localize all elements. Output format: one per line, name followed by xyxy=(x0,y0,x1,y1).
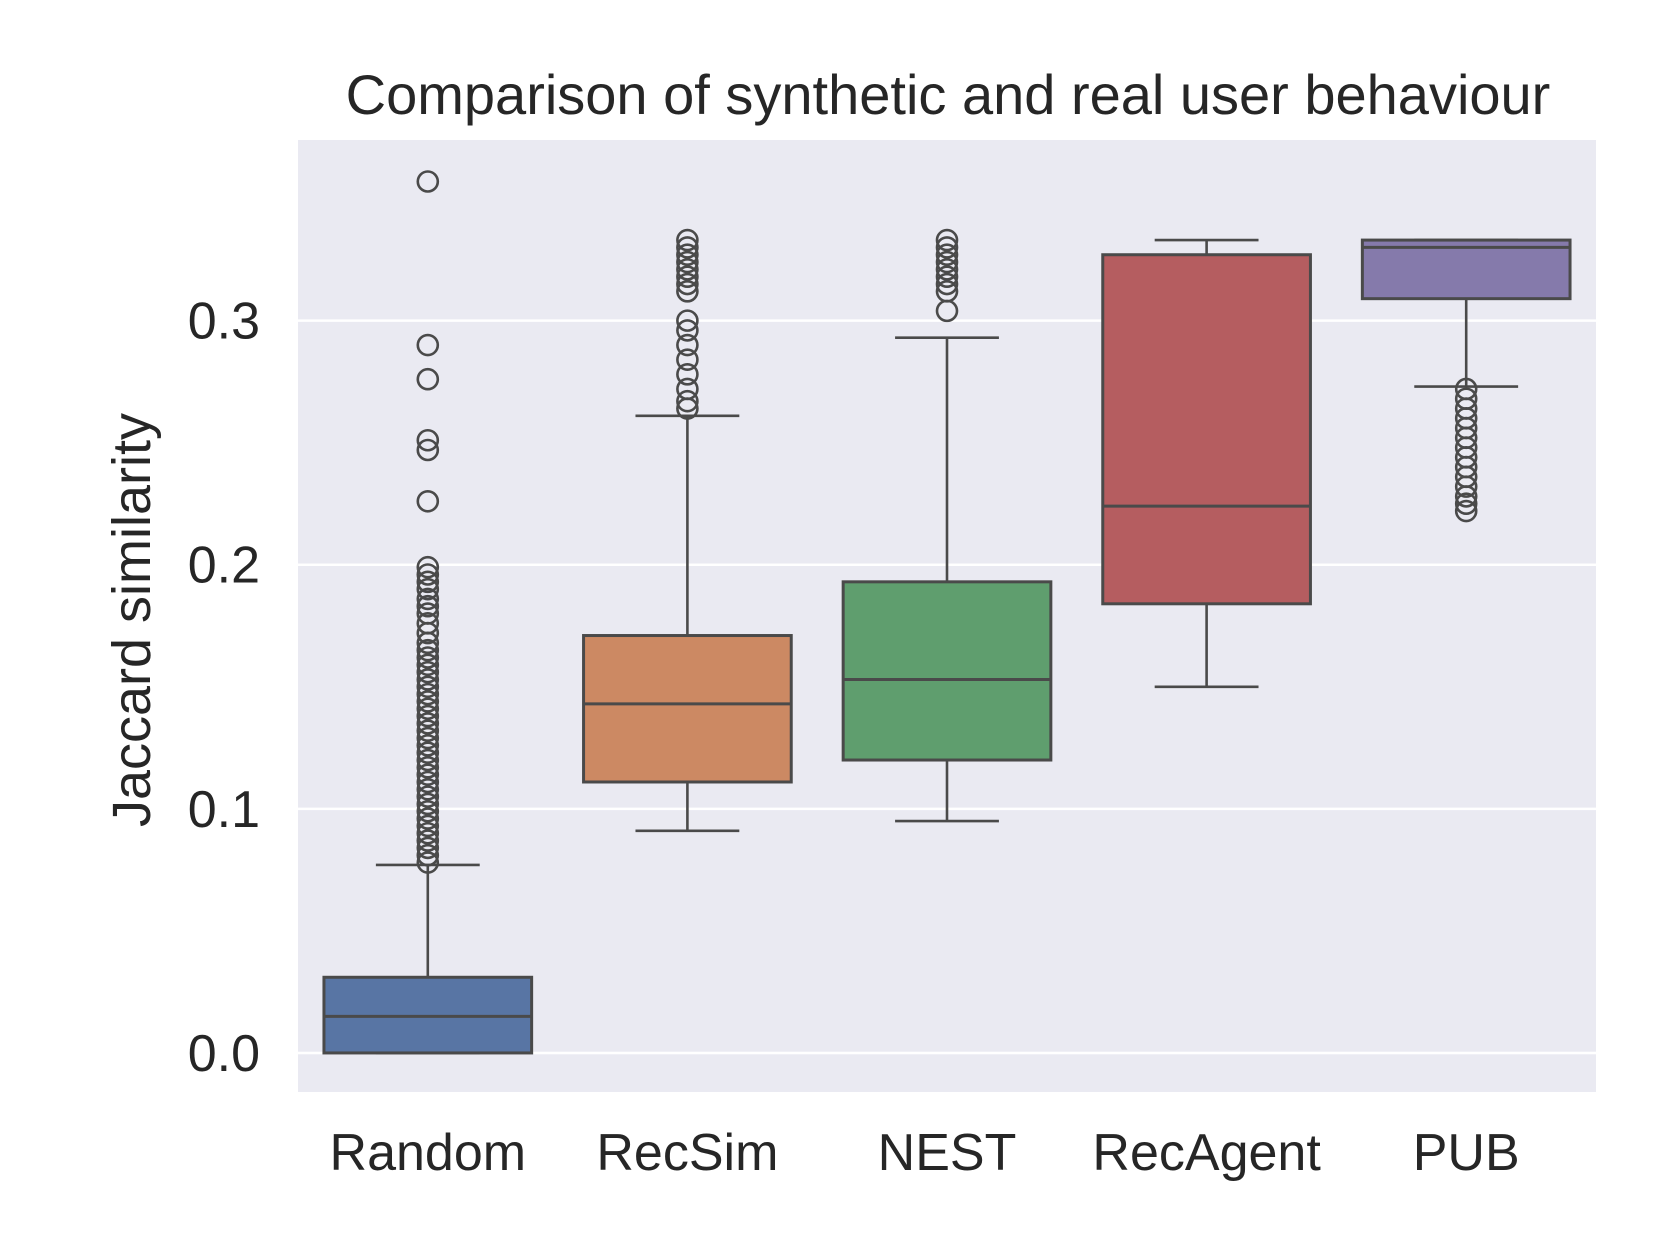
outlier-point xyxy=(1454,485,1478,508)
outlier-point xyxy=(935,272,959,296)
y-tick-label: 0.0 xyxy=(188,1025,260,1083)
outlier-point xyxy=(416,587,440,611)
outlier-point xyxy=(935,228,959,252)
chart-title: Comparison of synthetic and real user be… xyxy=(346,63,1551,126)
outlier-point xyxy=(416,851,440,874)
outlier-point xyxy=(416,690,440,713)
y-tick-label: 0.2 xyxy=(188,537,260,595)
box-body xyxy=(1360,238,1572,301)
outlier-point xyxy=(416,660,440,684)
outlier-point xyxy=(676,272,699,296)
box-pub xyxy=(1360,238,1572,523)
outlier-point xyxy=(676,309,699,332)
outlier-point xyxy=(416,697,440,721)
outlier-point xyxy=(416,756,440,779)
outlier-point xyxy=(416,367,440,391)
outlier-point xyxy=(676,228,699,252)
outlier-point xyxy=(416,577,440,601)
outlier-point xyxy=(416,646,440,669)
outlier-point xyxy=(416,621,440,645)
outlier-point xyxy=(935,265,959,288)
outlier-point xyxy=(935,299,959,323)
outlier-point xyxy=(676,348,699,371)
outlier-point xyxy=(416,770,440,794)
outlier-point xyxy=(676,280,699,303)
outlier-point xyxy=(416,170,440,193)
x-tick-label: RecAgent xyxy=(1092,1124,1321,1182)
outlier-point xyxy=(416,719,440,743)
outlier-point xyxy=(416,675,440,699)
outlier-point xyxy=(676,265,699,288)
box-body xyxy=(582,634,793,784)
outlier-point xyxy=(416,748,440,772)
outlier-point xyxy=(416,836,440,860)
outlier-point xyxy=(676,363,699,386)
outlier-point xyxy=(416,653,440,677)
outlier-point xyxy=(416,778,440,801)
outlier-point xyxy=(935,258,959,281)
outlier-point xyxy=(416,570,440,594)
x-tick-label: NEST xyxy=(878,1124,1017,1182)
box-body xyxy=(841,580,1053,762)
outlier-point xyxy=(416,821,440,845)
outlier-point xyxy=(935,236,959,259)
outlier-point xyxy=(416,763,440,786)
outlier-point xyxy=(416,333,440,357)
outlier-point xyxy=(416,555,440,579)
box-nest xyxy=(841,228,1053,823)
y-tick-labels: 0.0 0.1 0.2 0.3 xyxy=(188,293,260,1083)
outlier-point xyxy=(676,258,699,281)
outlier-point xyxy=(676,250,699,274)
outlier-point xyxy=(676,319,699,342)
outlier-point xyxy=(416,829,440,852)
outlier-point xyxy=(1454,499,1478,523)
outlier-point xyxy=(416,843,440,867)
box-recagent xyxy=(1101,238,1312,689)
outlier-point xyxy=(416,438,440,462)
outlier-point xyxy=(676,236,699,259)
y-axis-label: Jaccard similarity xyxy=(102,413,162,827)
box-random xyxy=(322,170,534,1055)
outlier-point xyxy=(416,712,440,735)
outlier-point xyxy=(416,799,440,823)
outlier-point xyxy=(416,594,440,618)
outlier-point xyxy=(676,243,699,267)
outlier-point xyxy=(416,489,440,513)
y-tick-label: 0.3 xyxy=(188,293,260,351)
outlier-point xyxy=(1454,492,1478,516)
outlier-point xyxy=(416,785,440,808)
outlier-point xyxy=(676,333,699,357)
box-body xyxy=(1101,253,1312,606)
outlier-point xyxy=(1454,475,1478,498)
outlier-point xyxy=(416,631,440,655)
outlier-point xyxy=(416,741,440,764)
x-tick-label: Random xyxy=(330,1124,527,1182)
outlier-point xyxy=(416,734,440,757)
outlier-point xyxy=(416,726,440,750)
outlier-point xyxy=(416,814,440,838)
outlier-point xyxy=(935,250,959,274)
boxes-group xyxy=(322,170,1572,1055)
outlier-point xyxy=(416,682,440,706)
outlier-point xyxy=(416,638,440,662)
outlier-point xyxy=(416,792,440,816)
outlier-point xyxy=(676,397,699,420)
box-recsim xyxy=(582,228,793,833)
outlier-point xyxy=(416,563,440,586)
x-tick-label: RecSim xyxy=(596,1124,778,1182)
x-tick-labels: Random RecSim NEST RecAgent PUB xyxy=(330,1124,1520,1182)
outlier-point xyxy=(416,704,440,728)
outlier-point xyxy=(935,243,959,267)
y-tick-label: 0.1 xyxy=(188,781,260,839)
outlier-point xyxy=(676,389,699,413)
outlier-point xyxy=(416,807,440,830)
x-tick-label: PUB xyxy=(1413,1124,1520,1182)
outlier-point xyxy=(416,668,440,691)
outlier-point xyxy=(416,428,440,452)
